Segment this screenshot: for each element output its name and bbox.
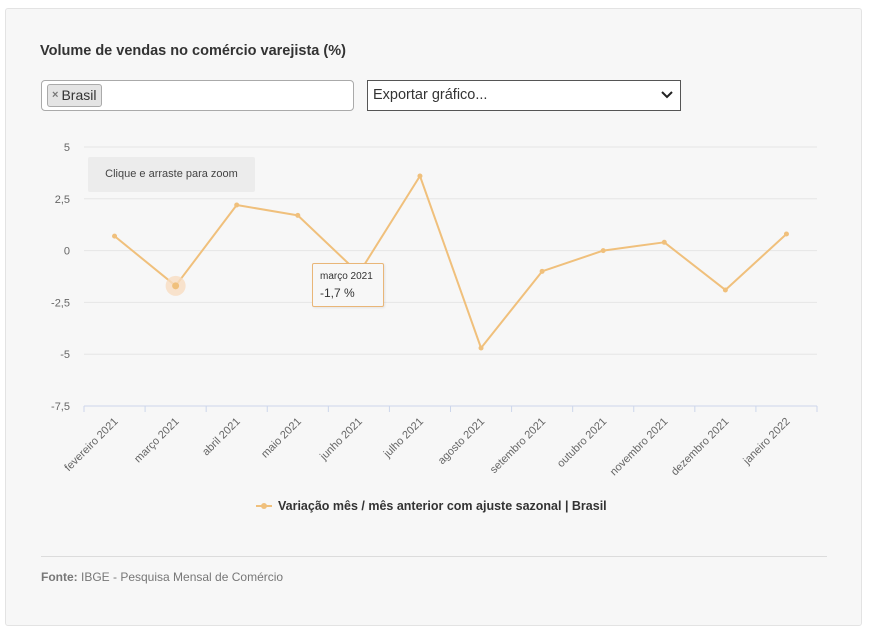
x-tick-label: junho 2021 <box>317 416 365 464</box>
y-tick-label: 0 <box>64 246 70 258</box>
source-text: IBGE - Pesquisa Mensal de Comércio <box>77 570 284 584</box>
x-tick-label: abril 2021 <box>200 416 243 459</box>
x-tick-label: setembro 2021 <box>488 416 548 476</box>
region-tag: × Brasil <box>47 84 103 107</box>
source-prefix: Fonte: <box>41 570 78 584</box>
remove-tag-icon[interactable]: × <box>52 89 59 101</box>
chart-tooltip: março 2021 -1,7 % <box>312 263 384 307</box>
divider <box>41 556 827 557</box>
x-tick-label: dezembro 2021 <box>669 416 732 479</box>
chevron-down-icon <box>661 91 673 99</box>
data-point[interactable] <box>783 231 789 237</box>
x-tick-label: julho 2021 <box>381 416 426 461</box>
data-point[interactable] <box>112 233 118 239</box>
chart-title: Volume de vendas no comércio varejista (… <box>40 43 346 59</box>
data-point[interactable] <box>661 239 667 245</box>
chart-legend[interactable]: Variação mês / mês anterior com ajuste s… <box>256 499 607 513</box>
source-note: Fonte: IBGE - Pesquisa Mensal de Comérci… <box>41 570 283 584</box>
x-tick-label: novembro 2021 <box>608 416 671 479</box>
tooltip-label: março 2021 <box>320 271 373 282</box>
x-tick-label: março 2021 <box>132 416 182 466</box>
region-tag-label: Brasil <box>61 87 97 103</box>
export-select-value: Exportar gráfico... <box>373 87 488 103</box>
legend-line-icon <box>256 503 272 509</box>
data-point[interactable] <box>295 212 301 218</box>
x-tick-label: outubro 2021 <box>555 416 609 470</box>
data-point[interactable] <box>539 268 545 274</box>
chart-card <box>5 8 862 626</box>
x-tick-label: maio 2021 <box>259 416 304 461</box>
data-point[interactable] <box>172 282 180 290</box>
y-tick-label: -2,5 <box>51 297 70 309</box>
region-filter-input[interactable]: × Brasil <box>41 80 354 111</box>
data-point[interactable] <box>600 248 606 254</box>
series-line <box>113 175 788 349</box>
y-tick-label: 5 <box>64 142 70 154</box>
data-point[interactable] <box>478 345 484 351</box>
y-tick-label: -7,5 <box>51 401 70 413</box>
data-point[interactable] <box>417 173 423 179</box>
data-point[interactable] <box>234 202 240 208</box>
tooltip-value: -1,7 % <box>320 286 355 300</box>
x-tick-label: agosto 2021 <box>436 416 487 467</box>
y-tick-label: 2,5 <box>55 194 70 206</box>
legend-label: Variação mês / mês anterior com ajuste s… <box>278 499 607 513</box>
x-tick-label: janeiro 2022 <box>741 416 793 468</box>
y-tick-label: -5 <box>60 349 70 361</box>
export-chart-select[interactable]: Exportar gráfico... <box>367 80 681 111</box>
zoom-hint: Clique e arraste para zoom <box>88 157 255 192</box>
x-tick-label: fevereiro 2021 <box>62 416 120 474</box>
data-point[interactable] <box>722 287 728 293</box>
